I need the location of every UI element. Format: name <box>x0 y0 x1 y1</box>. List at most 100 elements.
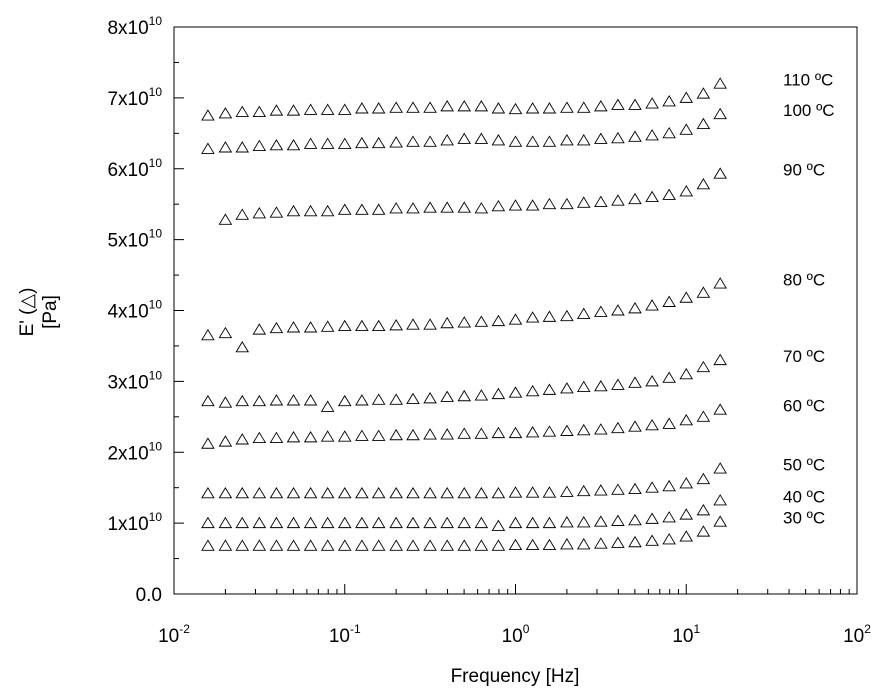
data-point-s6-21 <box>560 485 574 497</box>
data-point-s6-28 <box>679 477 694 489</box>
data-point-s6-15 <box>457 486 472 499</box>
data-point-s5-1 <box>218 435 233 447</box>
data-point-s0-11 <box>389 101 403 113</box>
series-label: 30 ºC <box>783 509 825 528</box>
series-label: 60 ºC <box>783 397 825 416</box>
data-point-s6-29 <box>696 472 711 485</box>
data-point-s3-24 <box>611 304 625 316</box>
data-point-s2-13 <box>423 201 437 213</box>
data-point-s8-20 <box>542 538 557 551</box>
data-point-s3-18 <box>508 313 523 325</box>
data-point-s4-24 <box>611 378 625 390</box>
data-point-s7-23 <box>594 515 608 527</box>
data-point-s8-11 <box>389 539 403 551</box>
data-point-s6-27 <box>662 479 676 492</box>
data-point-s5-3 <box>252 431 267 444</box>
data-point-s1-18 <box>508 135 523 147</box>
data-point-s3-16 <box>474 315 489 327</box>
data-point-s1-11 <box>389 136 403 148</box>
data-point-s4-7 <box>320 400 335 412</box>
data-point-s3-10 <box>371 319 386 332</box>
data-point-s1-13 <box>423 135 437 147</box>
data-point-s3-23 <box>594 305 608 317</box>
data-point-s2-27 <box>662 188 676 200</box>
data-point-s2-25 <box>628 192 642 205</box>
data-point-s8-25 <box>628 535 642 548</box>
data-point-s4-21 <box>560 382 574 394</box>
x-tick-label: 10-2 <box>158 622 190 647</box>
y-axis-title: E' (△) [Pa] <box>17 288 61 337</box>
data-point-s3-22 <box>576 307 591 319</box>
data-point-s0-10 <box>371 102 386 114</box>
data-point-s2-11 <box>389 202 403 214</box>
data-point-s3-29 <box>696 286 711 298</box>
data-point-s8-21 <box>560 538 574 550</box>
data-point-s6-2 <box>235 486 250 499</box>
data-point-s8-23 <box>594 537 608 549</box>
data-point-s2-26 <box>645 190 659 203</box>
data-point-s7-10 <box>371 516 386 529</box>
data-point-s1-10 <box>371 136 386 149</box>
data-point-s1-5 <box>286 138 301 151</box>
data-point-s1-15 <box>457 132 472 144</box>
data-point-s6-16 <box>474 486 489 499</box>
data-point-s5-6 <box>303 430 318 443</box>
data-point-s8-19 <box>525 538 540 551</box>
data-point-s4-30 <box>713 353 727 366</box>
y-tick-label: 5x1010 <box>107 227 162 252</box>
data-point-s2-29 <box>696 177 711 190</box>
data-point-s1-16 <box>474 132 489 144</box>
data-point-s0-5 <box>286 104 301 116</box>
data-point-s3-11 <box>389 319 403 331</box>
data-point-s0-19 <box>525 102 540 114</box>
data-point-s6-12 <box>406 486 420 499</box>
data-point-s3-15 <box>457 316 472 328</box>
data-point-s8-12 <box>406 539 420 551</box>
data-point-s3-12 <box>406 318 420 330</box>
data-point-s2-12 <box>406 202 420 214</box>
data-point-s0-25 <box>628 98 642 110</box>
data-point-s0-24 <box>611 98 625 110</box>
data-point-s0-16 <box>474 100 489 112</box>
data-point-s7-15 <box>457 516 472 529</box>
series-label: 80 ºC <box>783 271 825 290</box>
data-point-s7-26 <box>645 512 659 524</box>
data-point-s2-17 <box>491 199 506 212</box>
data-point-s4-26 <box>645 375 659 387</box>
data-point-s0-26 <box>645 97 659 109</box>
data-point-s0-22 <box>576 101 591 113</box>
data-point-s8-4 <box>269 539 284 551</box>
data-point-s8-18 <box>508 538 523 551</box>
data-point-s8-0 <box>201 539 215 551</box>
data-point-s5-21 <box>560 424 574 436</box>
data-point-s3-28 <box>679 291 694 303</box>
data-point-s8-30 <box>713 515 727 527</box>
y-axis-title-line2: [Pa] <box>40 295 61 329</box>
data-point-s4-11 <box>389 393 403 405</box>
series-label: 40 ºC <box>783 487 825 506</box>
data-point-s3-4 <box>269 321 284 334</box>
data-point-s3-25 <box>628 301 642 314</box>
data-point-s0-2 <box>235 105 250 118</box>
data-point-s6-19 <box>525 486 540 498</box>
data-point-s7-0 <box>201 516 215 529</box>
y-tick-label: 3x1010 <box>107 368 162 393</box>
series-label: 100 ºC <box>783 101 835 120</box>
data-point-s4-13 <box>423 392 437 404</box>
data-point-s6-20 <box>542 486 557 498</box>
data-point-s7-5 <box>286 516 301 529</box>
data-point-s7-18 <box>508 516 523 529</box>
data-point-s2-16 <box>474 202 489 214</box>
data-point-s7-16 <box>474 516 489 529</box>
data-point-s4-22 <box>576 380 591 392</box>
data-point-s0-15 <box>457 100 472 112</box>
data-point-s1-29 <box>696 117 711 130</box>
data-point-s8-13 <box>423 539 437 551</box>
data-point-s7-2 <box>235 516 250 529</box>
data-point-s2-23 <box>594 195 608 208</box>
data-point-s5-30 <box>713 403 727 415</box>
data-point-s0-13 <box>423 101 437 113</box>
data-point-s1-1 <box>218 141 233 153</box>
data-point-s4-0 <box>201 394 215 407</box>
data-point-s3-27 <box>662 295 676 307</box>
